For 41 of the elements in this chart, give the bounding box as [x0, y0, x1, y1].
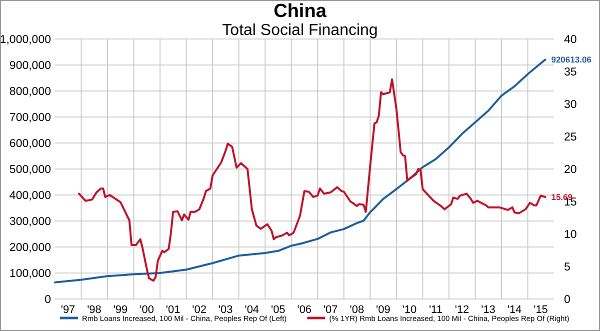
- x-tick-label: '08: [350, 304, 364, 316]
- y2-tick-label: 5: [564, 262, 570, 274]
- y-tick-label: 1,000,000: [0, 34, 51, 46]
- y-tick-label: 700,000: [9, 112, 51, 124]
- y2-tick-label: 25: [564, 132, 577, 144]
- y-tick-label: 100,000: [9, 268, 51, 280]
- x-tick-label: '12: [454, 304, 470, 316]
- chart-subtitle: Total Social Financing: [222, 22, 378, 39]
- x-tick-label: '98: [87, 304, 102, 316]
- y2-tick-label: 35: [564, 66, 577, 78]
- x-tick-label: '11: [428, 304, 442, 316]
- x-tick-label: '02: [192, 304, 206, 316]
- x-tick-label: '99: [113, 304, 128, 316]
- y2-tick-label: 0: [564, 294, 570, 306]
- y2-tick-label: 30: [564, 99, 577, 111]
- x-tick-label: '07: [323, 304, 338, 316]
- x-tick-label: '06: [297, 304, 312, 316]
- y2-tick-label: 20: [564, 164, 577, 176]
- y-tick-label: 400,000: [9, 190, 51, 202]
- y-tick-label: 900,000: [9, 60, 51, 72]
- x-tick-label: '01: [166, 304, 180, 316]
- x-tick-label: '10: [402, 304, 417, 316]
- y-tick-label: 300,000: [9, 216, 51, 228]
- x-tick-label: '04: [244, 304, 260, 316]
- y-tick-label: 800,000: [9, 86, 51, 98]
- y-tick-label: 500,000: [9, 164, 51, 176]
- x-tick-label: '05: [270, 304, 286, 316]
- y2-tick-label: 10: [564, 229, 577, 241]
- x-tick-label: '97: [60, 304, 76, 316]
- y-tick-label: 0: [44, 294, 51, 306]
- annotation: 920613.06: [551, 54, 592, 65]
- x-tick-label: '03: [218, 304, 233, 316]
- x-tick-label: '14: [507, 304, 522, 316]
- x-tick-label: '15: [534, 304, 548, 316]
- y-tick-label: 600,000: [9, 138, 51, 150]
- y-tick-label: 200,000: [9, 242, 51, 254]
- x-tick-label: '09: [376, 304, 390, 316]
- chart-title: China: [274, 1, 327, 22]
- y2-tick-label: 40: [564, 34, 577, 46]
- x-tick-label: '13: [481, 304, 496, 316]
- x-tick-label: '00: [140, 304, 154, 316]
